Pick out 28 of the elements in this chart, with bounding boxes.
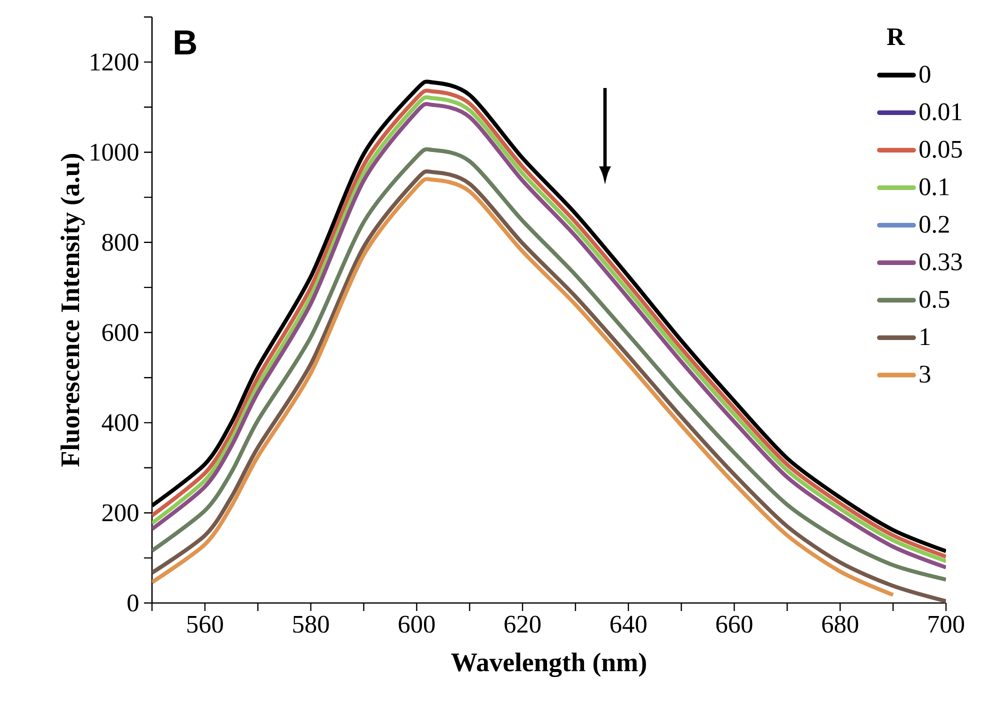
x-tick-label: 640 <box>610 616 646 633</box>
x-tick-label: 660 <box>716 616 752 633</box>
legend-label: 0.5 <box>920 290 950 308</box>
x-tick-label: 580 <box>293 616 329 633</box>
y-tick-label: 1000 <box>90 144 138 161</box>
y-tick-label: 400 <box>102 414 138 432</box>
legend-label: 0.1 <box>920 178 949 196</box>
y-tick-label: 200 <box>102 504 138 522</box>
legend-label: 0.05 <box>920 140 962 158</box>
x-axis-title: Wavelength (nm) <box>451 652 646 678</box>
y-axis-title: Fluorescence Intensity (a.u) <box>60 154 85 467</box>
legend-label: 0.01 <box>920 103 962 120</box>
y-tick-label: 1200 <box>90 54 138 71</box>
legend-label: 0.2 <box>920 216 949 233</box>
y-tick-label: 600 <box>102 324 138 342</box>
legend-title: R <box>886 28 906 46</box>
x-tick-label: 600 <box>398 616 435 633</box>
x-tick-label: 700 <box>928 616 964 633</box>
x-tick-label: 560 <box>187 616 223 633</box>
y-tick-label: 800 <box>102 234 138 251</box>
x-tick-label: 680 <box>822 616 858 633</box>
legend-label: 3 <box>920 366 930 383</box>
annotation: B <box>174 30 196 54</box>
legend-label: 1 <box>920 328 930 346</box>
legend-label: 0.33 <box>920 253 962 270</box>
y-tick-label: 0 <box>128 594 138 612</box>
x-tick-label: 620 <box>504 616 541 633</box>
legend-label: 0 <box>920 66 930 83</box>
